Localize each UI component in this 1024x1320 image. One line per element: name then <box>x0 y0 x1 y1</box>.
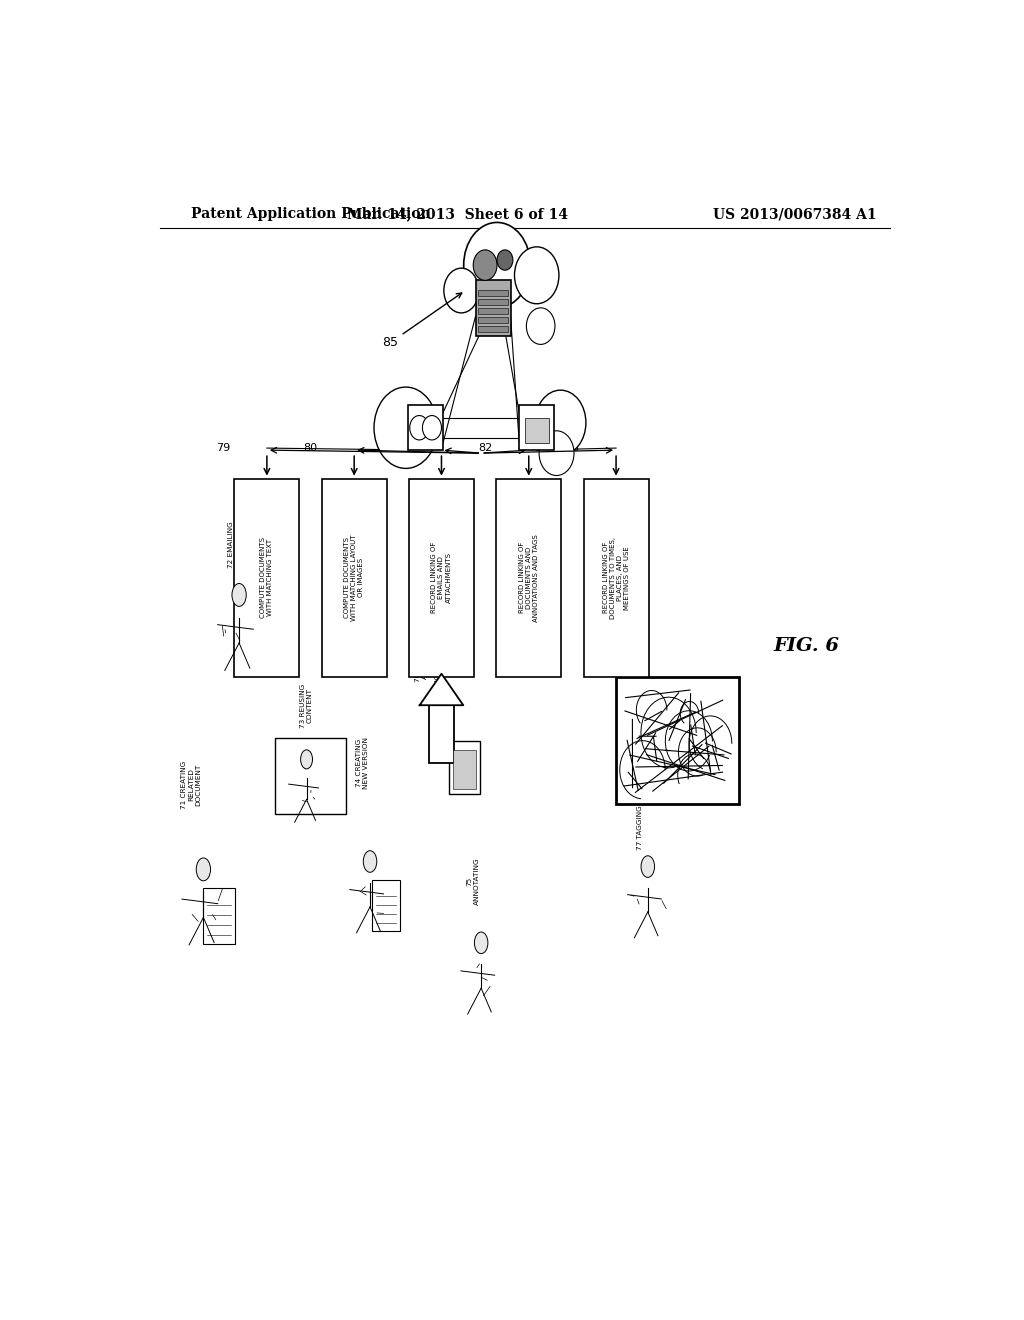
Text: Mar. 14, 2013  Sheet 6 of 14: Mar. 14, 2013 Sheet 6 of 14 <box>347 207 568 222</box>
Bar <box>372 880 399 931</box>
Bar <box>478 289 508 296</box>
Bar <box>475 280 511 337</box>
Text: 71 CREATING
RELATED
DOCUMENT: 71 CREATING RELATED DOCUMENT <box>181 760 202 809</box>
Text: 83: 83 <box>565 444 580 453</box>
Bar <box>497 479 561 677</box>
Text: FIG. 6: FIG. 6 <box>773 638 840 655</box>
Ellipse shape <box>641 855 654 878</box>
Ellipse shape <box>464 223 530 308</box>
Ellipse shape <box>536 391 586 455</box>
Bar <box>524 417 549 444</box>
Ellipse shape <box>364 850 377 873</box>
Bar <box>519 405 554 450</box>
Text: 76 USING A DOCUMENT
AT REMOTE LOCATION: 76 USING A DOCUMENT AT REMOTE LOCATION <box>415 595 428 682</box>
Text: 82: 82 <box>478 444 493 453</box>
Bar <box>478 298 508 305</box>
Text: US 2013/0067384 A1: US 2013/0067384 A1 <box>713 207 877 222</box>
Ellipse shape <box>197 858 211 880</box>
Bar <box>453 750 476 788</box>
Bar <box>478 326 508 333</box>
Ellipse shape <box>301 750 312 768</box>
Ellipse shape <box>473 249 497 280</box>
Ellipse shape <box>526 308 555 345</box>
Text: 85: 85 <box>382 293 462 350</box>
Ellipse shape <box>374 387 437 469</box>
Ellipse shape <box>423 416 441 440</box>
Text: RECORD LINKING OF
DOCUMENTS TO TIMES,
PLACES, AND
MEETINGS OF USE: RECORD LINKING OF DOCUMENTS TO TIMES, PL… <box>602 537 630 619</box>
Text: RECORD LINKING OF
DOCUMENTS AND
ANNOTATIONS AND TAGS: RECORD LINKING OF DOCUMENTS AND ANNOTATI… <box>519 533 539 622</box>
Text: COMPUTE DOCUMENTS
WITH MATCHING TEXT: COMPUTE DOCUMENTS WITH MATCHING TEXT <box>260 537 273 618</box>
Bar <box>478 317 508 323</box>
Bar <box>616 677 739 804</box>
Bar <box>322 479 387 677</box>
Text: 81: 81 <box>391 444 404 453</box>
Text: 72 EMAILING
DOCUMENT AS
AN ATTACHMENT: 72 EMAILING DOCUMENT AS AN ATTACHMENT <box>227 513 248 576</box>
Bar <box>450 741 479 793</box>
Text: 70: 70 <box>267 486 292 513</box>
Bar <box>429 702 455 763</box>
Text: 73 REUSING
CONTENT: 73 REUSING CONTENT <box>300 684 313 727</box>
Ellipse shape <box>410 416 429 440</box>
Text: COMPUTE DOCUMENTS
WITH MATCHING LAYOUT
OR IMAGES: COMPUTE DOCUMENTS WITH MATCHING LAYOUT O… <box>344 535 365 620</box>
Ellipse shape <box>497 249 513 271</box>
Text: USING A DOCUMENT
AT MEETING
78: USING A DOCUMENT AT MEETING 78 <box>435 622 456 697</box>
Ellipse shape <box>443 268 479 313</box>
Text: 77 TAGGING: 77 TAGGING <box>637 805 643 850</box>
Bar <box>204 887 236 944</box>
Bar <box>584 479 648 677</box>
Text: 79: 79 <box>216 444 230 453</box>
Text: 80: 80 <box>303 444 317 453</box>
Polygon shape <box>420 673 463 705</box>
Text: 75
ANNOTATING: 75 ANNOTATING <box>467 858 479 906</box>
Bar <box>409 405 443 450</box>
Bar <box>409 479 474 677</box>
Ellipse shape <box>539 430 574 475</box>
Bar <box>274 738 346 814</box>
Ellipse shape <box>474 932 487 953</box>
Text: RECORD LINKING OF
EMAILS AND
ATTACHMENTS: RECORD LINKING OF EMAILS AND ATTACHMENTS <box>431 543 452 614</box>
Bar <box>234 479 299 677</box>
Ellipse shape <box>514 247 559 304</box>
Ellipse shape <box>232 583 246 606</box>
Bar <box>478 308 508 314</box>
Text: 74 CREATING
NEW VERSION: 74 CREATING NEW VERSION <box>355 737 369 788</box>
Text: Patent Application Publication: Patent Application Publication <box>191 207 431 222</box>
